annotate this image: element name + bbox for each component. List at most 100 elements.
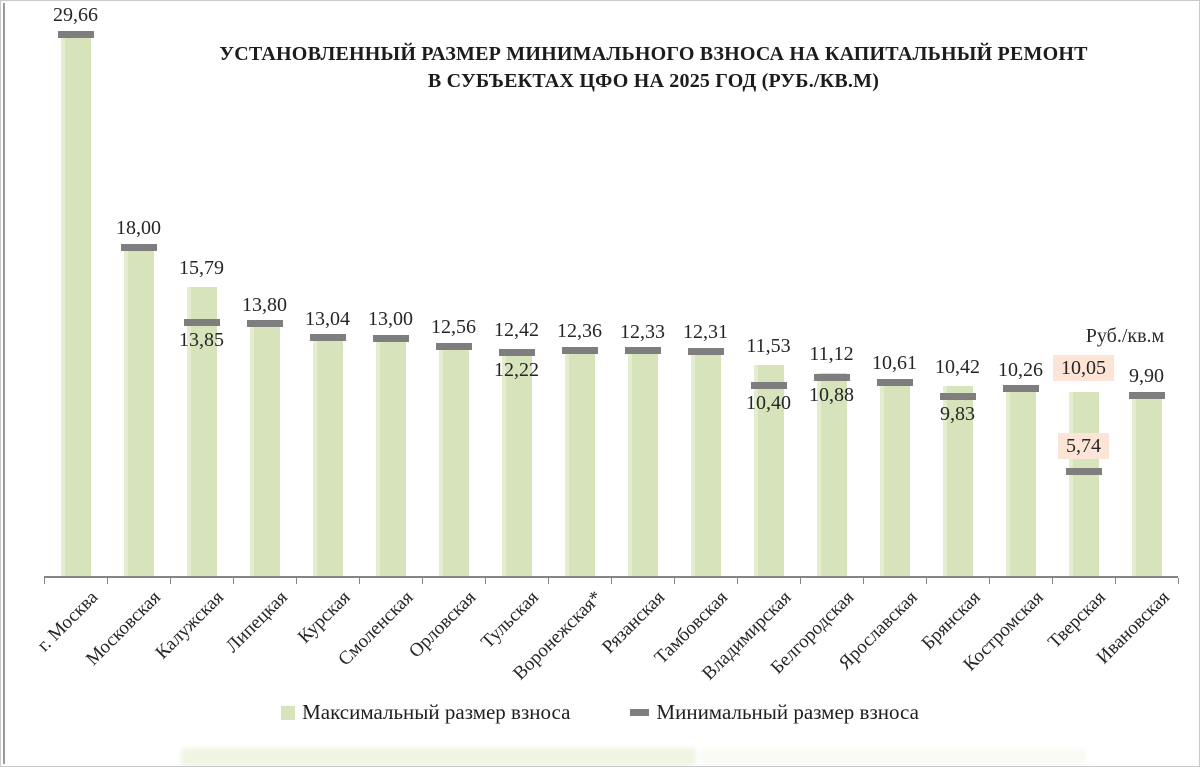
max-value-label: 12,31 xyxy=(656,321,756,344)
x-axis xyxy=(44,576,1178,578)
max-value-text: 12,42 xyxy=(494,319,539,342)
min-marker-Тамбовская xyxy=(687,347,724,355)
min-value-label: 9,83 xyxy=(908,403,1008,426)
bar-Брянская xyxy=(942,385,973,576)
max-value-text: 29,66 xyxy=(53,4,98,26)
min-value-label: 12,22 xyxy=(467,359,567,382)
x-axis-label-Калужская: Калужская xyxy=(151,587,229,664)
max-value-text: 9,90 xyxy=(1129,365,1164,388)
max-value-label: 12,56 xyxy=(404,316,504,339)
axis-tick xyxy=(1052,578,1053,584)
bar-Тульская xyxy=(501,349,532,576)
max-value-label: 29,66 xyxy=(26,4,126,27)
axis-tick xyxy=(674,578,675,584)
max-value-label: 10,61 xyxy=(845,352,945,375)
max-value-text: 12,31 xyxy=(683,321,728,344)
min-value-label: 13,85 xyxy=(152,329,252,352)
max-value-label: 12,36 xyxy=(530,320,630,343)
min-marker-г. Москва xyxy=(57,30,94,38)
legend-item-max: Максимальный размер взноса xyxy=(281,700,570,725)
bar-Липецкая xyxy=(249,323,280,576)
watermark-strip-faint xyxy=(701,749,1086,764)
axis-tick xyxy=(800,578,801,584)
max-value-text: 10,05 xyxy=(1053,355,1114,382)
max-value-label: 15,79 xyxy=(152,257,252,280)
axis-tick xyxy=(422,578,423,584)
bar-Рязанская xyxy=(627,350,658,576)
max-value-text: 13,80 xyxy=(242,293,287,316)
max-value-label: 18,00 xyxy=(89,217,189,240)
max-value-text: 12,33 xyxy=(620,320,665,343)
min-value-text: 9,83 xyxy=(940,402,975,425)
chart-title-line2: В СУБЪЕКТАХ ЦФО НА 2025 ГОД (РУБ./КВ.М) xyxy=(427,70,880,92)
min-marker-Ивановская xyxy=(1128,391,1165,399)
axis-tick xyxy=(107,578,108,584)
min-marker-Рязанская xyxy=(624,347,661,355)
min-value-label: 10,40 xyxy=(719,392,819,415)
legend-max-swatch-icon xyxy=(281,705,296,720)
legend-min-label: Минимальный размер взноса xyxy=(656,700,919,724)
axis-tick xyxy=(359,578,360,584)
axis-tick xyxy=(611,578,612,584)
x-axis-label-Орловская: Орловская xyxy=(405,587,481,663)
max-value-text: 11,12 xyxy=(809,342,854,365)
bar-Тверская xyxy=(1068,392,1099,576)
min-marker-Калужская xyxy=(183,319,220,327)
axis-tick xyxy=(926,578,927,584)
axis-tick xyxy=(548,578,549,584)
bar-Калужская xyxy=(186,287,217,576)
max-value-text: 12,36 xyxy=(557,320,602,343)
min-marker-Липецкая xyxy=(246,320,283,328)
min-marker-Ярославская xyxy=(876,378,913,386)
bar-Орловская xyxy=(438,346,469,576)
chart-title: УСТАНОВЛЕННЫЙ РАЗМЕР МИНИМАЛЬНОГО ВЗНОСА… xyxy=(171,41,1136,95)
min-marker-Костромская xyxy=(1002,385,1039,392)
x-axis-label-Липецкая: Липецкая xyxy=(221,587,292,657)
max-value-text: 10,26 xyxy=(998,358,1043,381)
min-marker-Орловская xyxy=(435,342,472,350)
max-value-label: 13,80 xyxy=(215,294,315,317)
legend-min-swatch-icon xyxy=(630,709,650,716)
axis-tick xyxy=(1178,578,1179,584)
min-value-text: 13,85 xyxy=(179,329,224,352)
axis-tick xyxy=(44,578,45,584)
min-marker-Тульская xyxy=(498,349,535,357)
frame-left-border xyxy=(3,3,5,764)
max-value-text: 13,00 xyxy=(368,308,413,331)
max-value-label: 10,05 xyxy=(1034,355,1134,382)
min-value-text: 10,88 xyxy=(809,383,854,406)
min-value-label: 10,88 xyxy=(782,384,882,407)
bar-Смоленская xyxy=(375,338,406,576)
min-marker-Брянская xyxy=(939,392,976,400)
bar-Курская xyxy=(312,337,343,576)
max-value-text: 10,61 xyxy=(872,352,917,375)
axis-tick xyxy=(863,578,864,584)
max-value-label: 11,53 xyxy=(719,335,819,358)
min-value-text: 5,74 xyxy=(1058,432,1109,459)
min-marker-Тверская xyxy=(1065,467,1102,475)
watermark-strip xyxy=(181,748,696,766)
max-value-label: 13,04 xyxy=(278,308,378,331)
bar-Ярославская xyxy=(879,382,910,576)
max-value-text: 12,56 xyxy=(431,316,476,339)
min-marker-Курская xyxy=(309,334,346,342)
min-value-label: 5,74 xyxy=(1034,432,1134,459)
max-value-label: 11,12 xyxy=(782,343,882,366)
min-value-text: 10,40 xyxy=(746,392,791,415)
axis-tick xyxy=(233,578,234,584)
bar-Ивановская xyxy=(1131,395,1162,576)
bar-Костромская xyxy=(1005,388,1036,576)
max-value-label: 10,42 xyxy=(908,356,1008,379)
max-value-text: 11,53 xyxy=(746,335,791,358)
axis-tick xyxy=(170,578,171,584)
bar-Владимирская xyxy=(753,365,784,576)
bar-Воронежская* xyxy=(564,350,595,576)
axis-tick xyxy=(1115,578,1116,584)
max-value-text: 13,04 xyxy=(305,307,350,330)
axis-tick xyxy=(989,578,990,584)
min-value-text: 12,22 xyxy=(494,359,539,382)
max-value-label: 12,42 xyxy=(467,319,567,342)
axis-tick xyxy=(737,578,738,584)
axis-tick xyxy=(485,578,486,584)
